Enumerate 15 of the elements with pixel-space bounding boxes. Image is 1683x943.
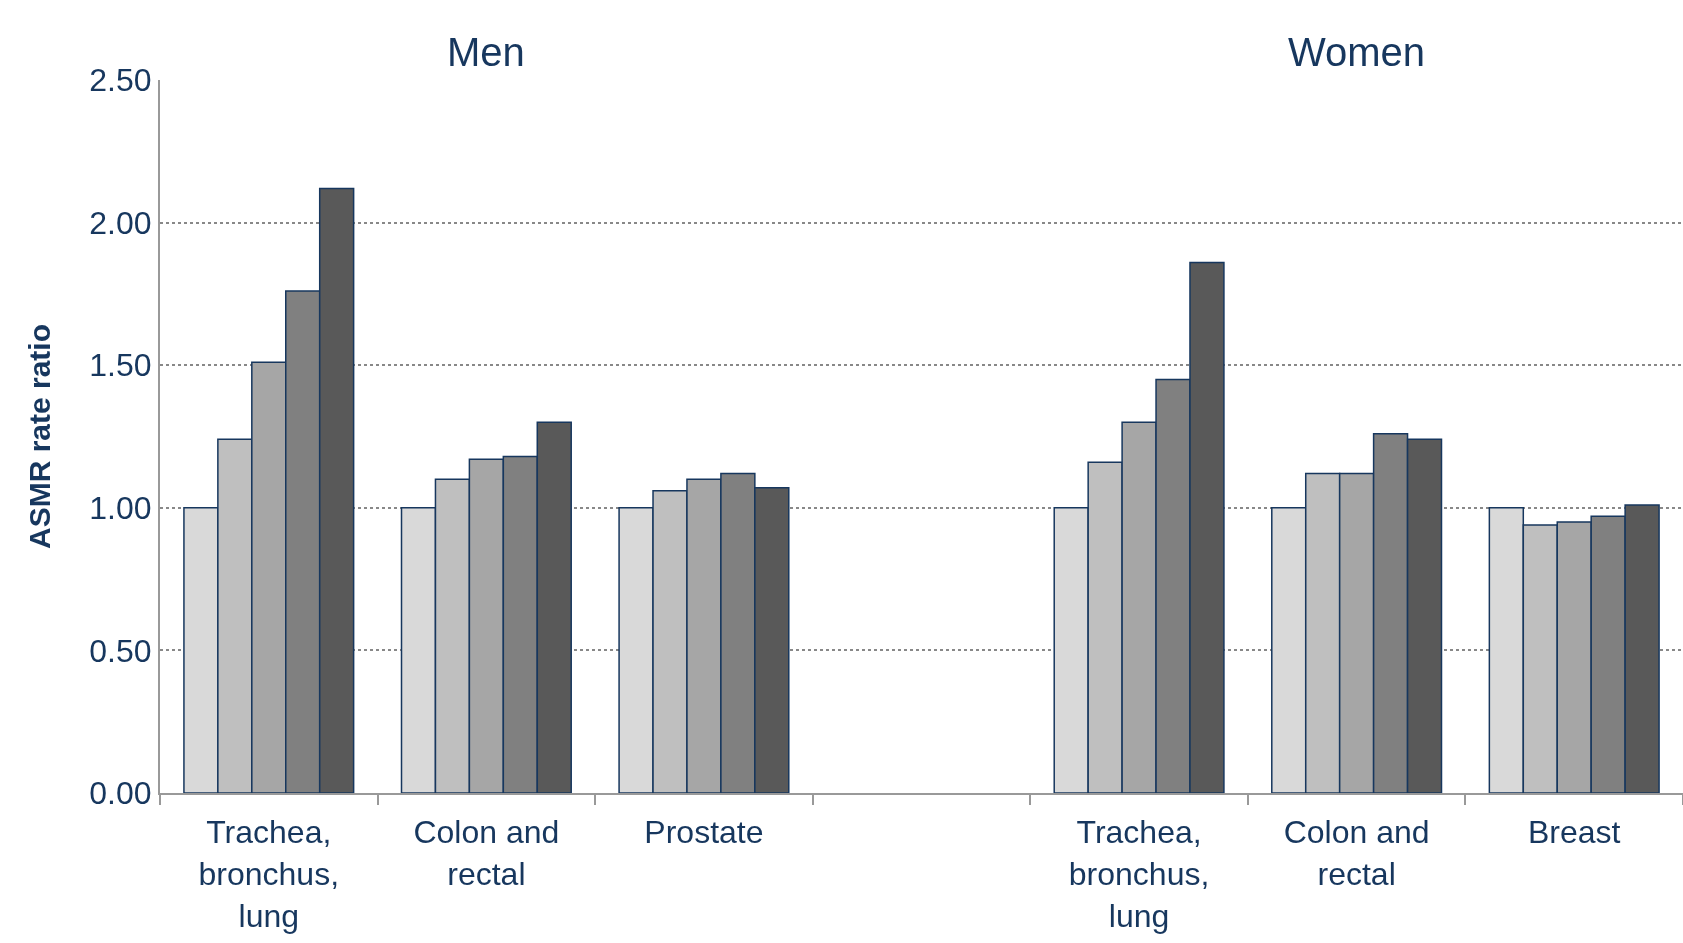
x-tick-label: Breast [1527,814,1621,851]
x-tick-label: Trachea, bronchus, lung [198,814,340,934]
y-tick-label: 1.50 [89,347,152,384]
y-tick-label: 2.50 [89,62,152,99]
x-tick-label: Trachea, bronchus, lung [1068,814,1210,934]
y-tick-label: 1.00 [89,490,152,526]
x-tick-label: Colon and rectal [413,814,560,892]
text: Men [447,30,525,74]
y-tick-label: 0.50 [89,632,152,669]
text: Women [1288,30,1426,74]
x-tick-label: Colon and rectal [1283,814,1430,892]
y-tick-label: 0.00 [89,775,152,812]
x-tick-label: Prostate [644,814,764,851]
y-tick-label: 2.00 [89,204,152,241]
y-axis-title: ASMR rate ratio [22,323,56,550]
